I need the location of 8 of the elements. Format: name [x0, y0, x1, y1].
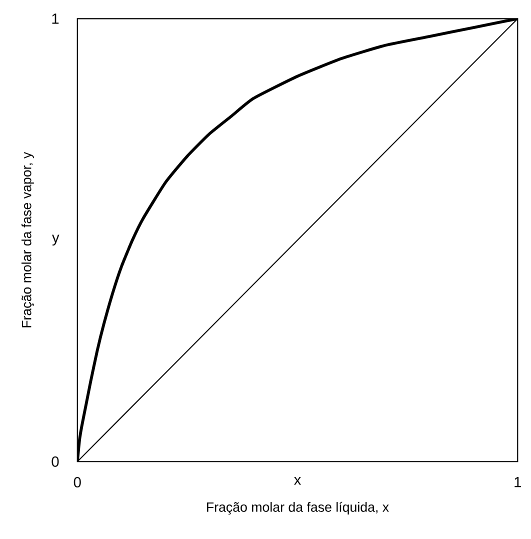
y-tick-label: 0 [52, 456, 59, 467]
x-axis-title: Fração molar da fase líquida, x [207, 502, 389, 515]
y-axis-title: Fração molar da fase vapor, y [22, 152, 34, 328]
x-tick-label: x [294, 477, 302, 485]
x-tick-label: 0 [74, 477, 81, 488]
x-tick-label: 1 [514, 477, 522, 488]
y-tick-label: y [52, 234, 60, 246]
y-tick-label: 1 [52, 14, 59, 24]
